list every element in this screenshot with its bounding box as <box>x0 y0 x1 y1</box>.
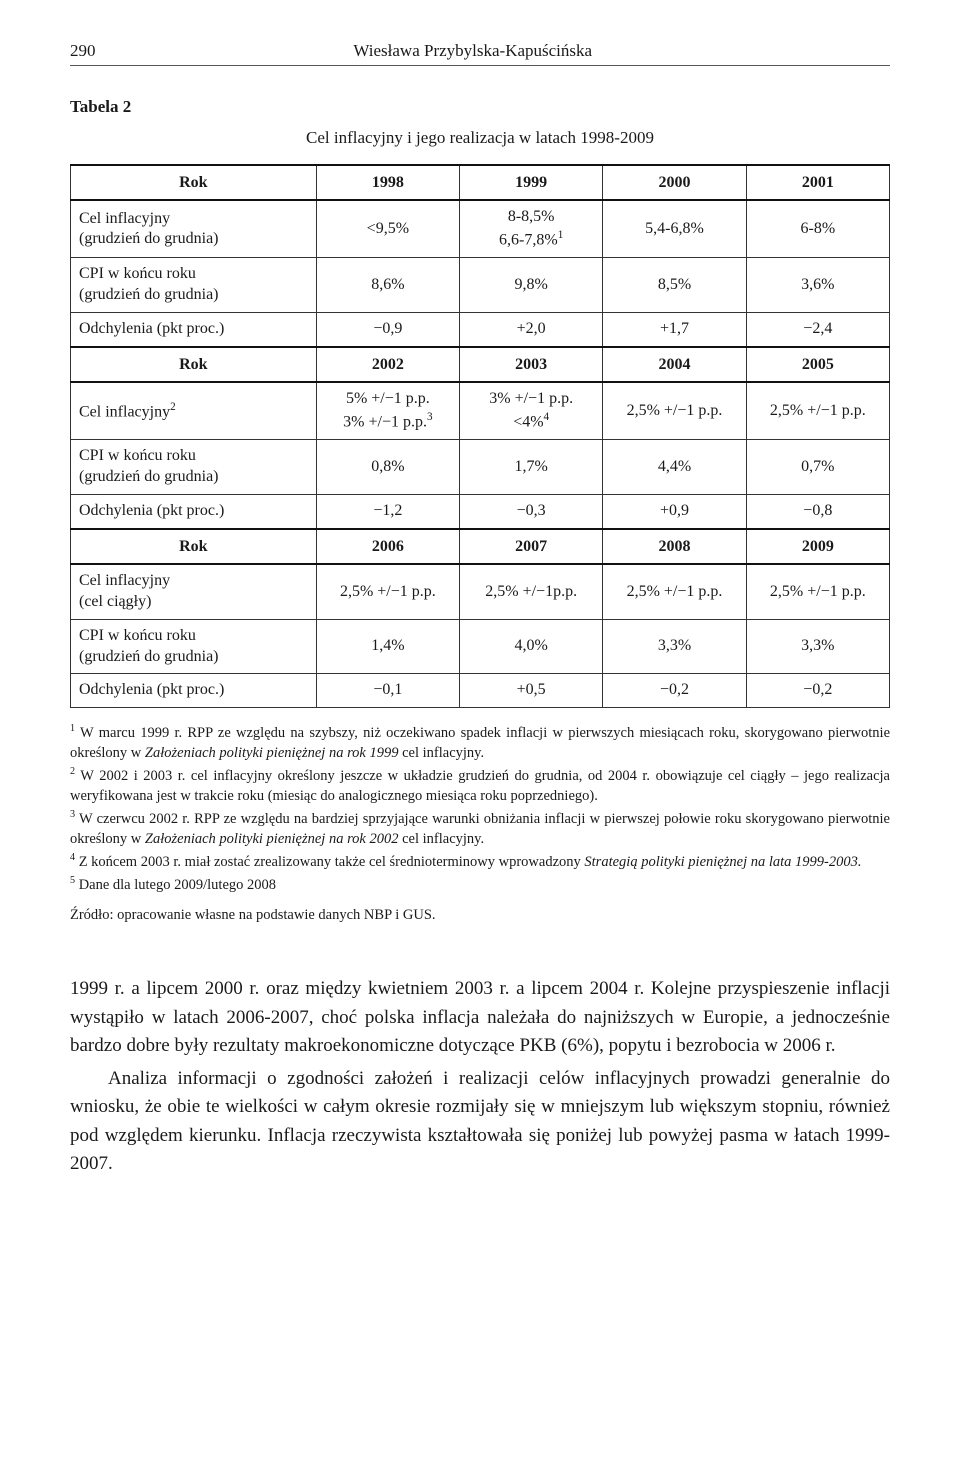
table-caption: Cel inflacyjny i jego realizacja w latac… <box>70 127 890 150</box>
data-cell: 8,5% <box>603 258 746 313</box>
row-label: Cel inflacyjny (grudzień do grudnia) <box>71 200 317 257</box>
data-cell: −0,9 <box>316 312 459 346</box>
data-cell: 3,6% <box>746 258 889 313</box>
header-cell: Rok <box>71 529 317 565</box>
paragraph: Analiza informacji o zgodności założeń i… <box>70 1065 890 1179</box>
header-cell: 2008 <box>603 529 746 565</box>
data-cell: 6-8% <box>746 200 889 257</box>
data-cell: 9,8% <box>460 258 603 313</box>
table-row: CPI w końcu roku (grudzień do grudnia)0,… <box>71 440 890 495</box>
data-cell: 8,6% <box>316 258 459 313</box>
table-row: Odchylenia (pkt proc.)−0,9+2,0+1,7−2,4 <box>71 312 890 346</box>
data-cell: −1,2 <box>316 494 459 528</box>
header-cell: 2001 <box>746 165 889 201</box>
table-row: CPI w końcu roku (grudzień do grudnia)8,… <box>71 258 890 313</box>
data-cell: 4,0% <box>460 619 603 674</box>
header-cell: 1999 <box>460 165 603 201</box>
data-cell: 1,4% <box>316 619 459 674</box>
header-cell: 2006 <box>316 529 459 565</box>
row-label: CPI w końcu roku (grudzień do grudnia) <box>71 619 317 674</box>
data-cell: +0,5 <box>460 674 603 708</box>
header-cell: 1998 <box>316 165 459 201</box>
table-header-row: Rok2006200720082009 <box>71 529 890 565</box>
header-cell: 2005 <box>746 347 889 383</box>
data-cell: +1,7 <box>603 312 746 346</box>
data-cell: 0,7% <box>746 440 889 495</box>
body-text: 1999 r. a lipcem 2000 r. oraz między kwi… <box>70 975 890 1179</box>
paragraph: 1999 r. a lipcem 2000 r. oraz między kwi… <box>70 975 890 1061</box>
data-cell: 0,8% <box>316 440 459 495</box>
table-source: Źródło: opracowanie własne na podstawie … <box>70 906 890 926</box>
footnote: 1 W marcu 1999 r. RPP ze względu na szyb… <box>70 722 890 763</box>
data-cell: 2,5% +/−1 p.p. <box>746 382 889 439</box>
data-cell: 3% +/−1 p.p. <4%4 <box>460 382 603 439</box>
page-author: Wiesława Przybylska-Kapuścińska <box>96 40 851 63</box>
data-cell: −0,2 <box>603 674 746 708</box>
data-cell: +2,0 <box>460 312 603 346</box>
data-cell: 3,3% <box>746 619 889 674</box>
data-cell: 2,5% +/−1 p.p. <box>603 564 746 619</box>
table-row: Cel inflacyjny25% +/−1 p.p. 3% +/−1 p.p.… <box>71 382 890 439</box>
data-cell: +0,9 <box>603 494 746 528</box>
row-label: CPI w końcu roku (grudzień do grudnia) <box>71 258 317 313</box>
row-label: Odchylenia (pkt proc.) <box>71 312 317 346</box>
row-label: Cel inflacyjny2 <box>71 382 317 439</box>
data-cell: 5% +/−1 p.p. 3% +/−1 p.p.3 <box>316 382 459 439</box>
row-label: Odchylenia (pkt proc.) <box>71 494 317 528</box>
footnote: 4 Z końcem 2003 r. miał zostać zrealizow… <box>70 851 890 872</box>
data-cell: 2,5% +/−1p.p. <box>460 564 603 619</box>
row-label: Odchylenia (pkt proc.) <box>71 674 317 708</box>
data-cell: 4,4% <box>603 440 746 495</box>
page-number: 290 <box>70 40 96 63</box>
row-label: Cel inflacyjny (cel ciągły) <box>71 564 317 619</box>
data-cell: −0,8 <box>746 494 889 528</box>
header-cell: Rok <box>71 347 317 383</box>
table-header-row: Rok2002200320042005 <box>71 347 890 383</box>
table-label: Tabela 2 <box>70 96 890 119</box>
data-cell: 1,7% <box>460 440 603 495</box>
data-cell: −0,2 <box>746 674 889 708</box>
data-cell: 2,5% +/−1 p.p. <box>316 564 459 619</box>
data-cell: 5,4-6,8% <box>603 200 746 257</box>
footnote: 2 W 2002 i 2003 r. cel inflacyjny określ… <box>70 765 890 806</box>
footnote: 3 W czerwcu 2002 r. RPP ze względu na ba… <box>70 808 890 849</box>
running-head: 290 Wiesława Przybylska-Kapuścińska <box>70 40 890 66</box>
table-row: Odchylenia (pkt proc.)−0,1+0,5−0,2−0,2 <box>71 674 890 708</box>
data-cell: <9,5% <box>316 200 459 257</box>
header-cell: 2000 <box>603 165 746 201</box>
data-cell: 2,5% +/−1 p.p. <box>603 382 746 439</box>
data-cell: 3,3% <box>603 619 746 674</box>
data-cell: −0,3 <box>460 494 603 528</box>
table-header-row: Rok1998199920002001 <box>71 165 890 201</box>
inflation-table: Rok1998199920002001Cel inflacyjny (grudz… <box>70 164 890 708</box>
data-cell: −2,4 <box>746 312 889 346</box>
header-cell: 2003 <box>460 347 603 383</box>
footnote: 5 Dane dla lutego 2009/lutego 2008 <box>70 874 890 895</box>
header-cell: 2002 <box>316 347 459 383</box>
row-label: CPI w końcu roku (grudzień do grudnia) <box>71 440 317 495</box>
header-cell: 2009 <box>746 529 889 565</box>
data-cell: −0,1 <box>316 674 459 708</box>
header-cell: Rok <box>71 165 317 201</box>
data-cell: 2,5% +/−1 p.p. <box>746 564 889 619</box>
header-cell: 2007 <box>460 529 603 565</box>
header-cell: 2004 <box>603 347 746 383</box>
table-row: Odchylenia (pkt proc.)−1,2−0,3+0,9−0,8 <box>71 494 890 528</box>
table-row: Cel inflacyjny (cel ciągły)2,5% +/−1 p.p… <box>71 564 890 619</box>
table-row: CPI w końcu roku (grudzień do grudnia)1,… <box>71 619 890 674</box>
table-row: Cel inflacyjny (grudzień do grudnia)<9,5… <box>71 200 890 257</box>
footnotes: 1 W marcu 1999 r. RPP ze względu na szyb… <box>70 722 890 896</box>
data-cell: 8-8,5% 6,6-7,8%1 <box>460 200 603 257</box>
